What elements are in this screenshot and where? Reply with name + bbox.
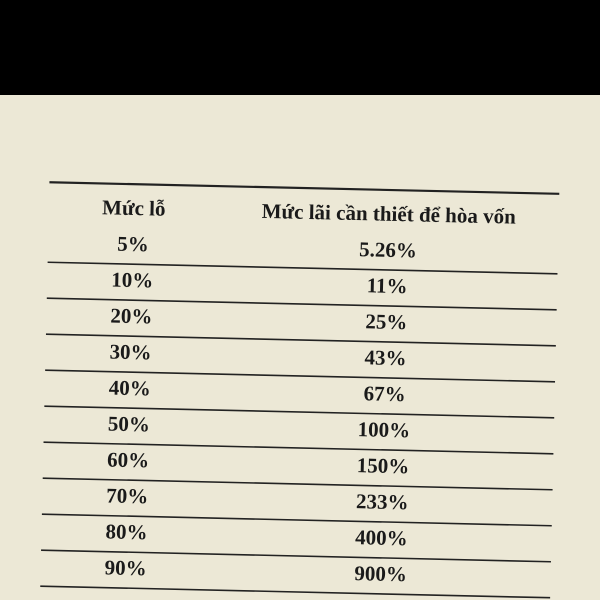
row-rule	[44, 405, 555, 419]
cell: 67%	[363, 381, 406, 406]
cell: 80%	[105, 519, 148, 544]
row-rule	[43, 441, 554, 455]
header-cell: Mức lỗ	[102, 195, 166, 220]
cell: 30%	[109, 339, 152, 364]
table: Mức lỗ Mức lãi cần thiết để hòa vốn 5% 5.…	[40, 181, 560, 599]
cell: 900%	[354, 561, 407, 586]
cell: 40%	[109, 375, 152, 400]
cell: 5.26%	[359, 237, 417, 262]
cell: 25%	[365, 309, 408, 334]
top-rule	[49, 181, 560, 195]
row-rule	[45, 369, 556, 383]
cell: 100%	[357, 417, 410, 442]
top-band	[0, 0, 600, 95]
cell: 150%	[357, 453, 410, 478]
row-rule	[41, 549, 551, 563]
cell: 400%	[355, 525, 408, 550]
cell: 20%	[110, 303, 153, 328]
header-cell: Mức lãi cần thiết để hòa vốn	[262, 199, 517, 229]
cell: 70%	[106, 483, 149, 508]
row-rule	[47, 261, 558, 275]
row-rule	[46, 297, 557, 311]
cell: 233%	[356, 489, 409, 514]
cell: 10%	[111, 268, 154, 293]
row-rule	[40, 585, 551, 599]
cell: 50%	[108, 411, 151, 436]
cell: 60%	[107, 447, 150, 472]
row-rule	[45, 333, 556, 347]
cell: 90%	[104, 555, 147, 580]
cell: 43%	[364, 345, 407, 370]
row-rule	[41, 513, 552, 527]
row-rule	[42, 477, 553, 491]
cell: 11%	[366, 273, 407, 298]
cell: 5%	[117, 232, 149, 257]
